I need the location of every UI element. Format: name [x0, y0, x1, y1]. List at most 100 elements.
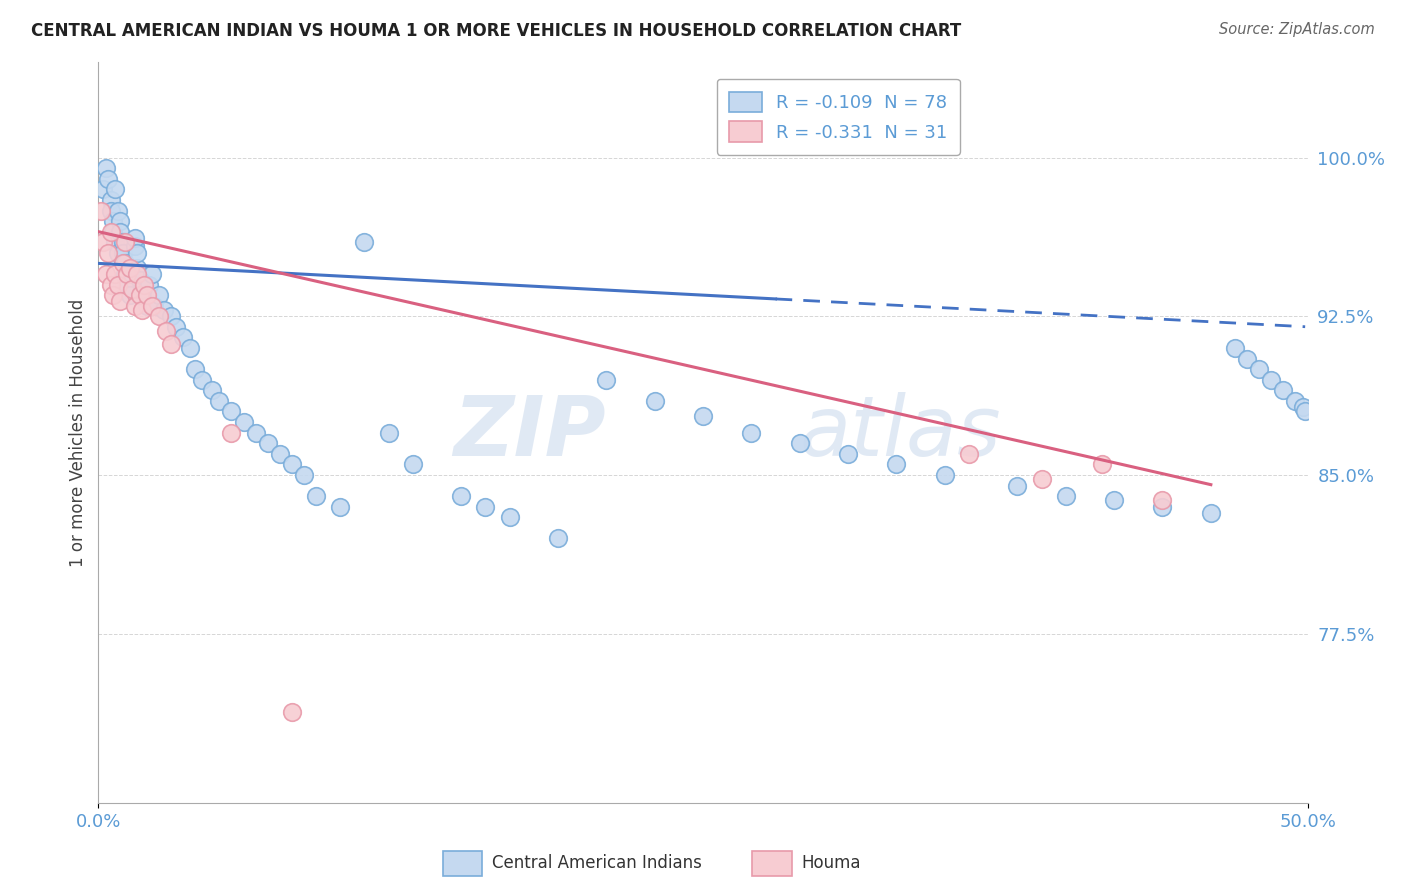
- Point: [101, 214, 124, 228]
- Point: [100, 193, 122, 207]
- Point: [118, 288, 141, 302]
- Point: [107, 277, 129, 292]
- Point: [143, 299, 166, 313]
- Point: [118, 260, 141, 275]
- Point: [329, 500, 352, 514]
- Point: [135, 288, 157, 302]
- Point: [108, 214, 131, 228]
- Point: [201, 384, 224, 398]
- Text: Source: ZipAtlas.com: Source: ZipAtlas.com: [1219, 22, 1375, 37]
- Point: [101, 288, 124, 302]
- Text: Houma: Houma: [801, 855, 860, 872]
- Point: [179, 341, 201, 355]
- Point: [692, 409, 714, 423]
- Point: [160, 310, 183, 324]
- Point: [127, 245, 149, 260]
- Point: [111, 245, 134, 260]
- Point: [100, 277, 122, 292]
- Point: [121, 267, 143, 281]
- Point: [1284, 393, 1306, 408]
- Point: [256, 436, 278, 450]
- Point: [165, 319, 187, 334]
- Point: [148, 310, 170, 324]
- Point: [644, 393, 666, 408]
- Y-axis label: 1 or more Vehicles in Household: 1 or more Vehicles in Household: [69, 299, 87, 566]
- Legend: R = -0.109  N = 78, R = -0.331  N = 31: R = -0.109 N = 78, R = -0.331 N = 31: [717, 78, 960, 155]
- Point: [208, 393, 231, 408]
- Point: [1249, 362, 1271, 376]
- Point: [141, 299, 163, 313]
- Point: [104, 267, 127, 281]
- Point: [124, 299, 146, 313]
- Point: [160, 336, 183, 351]
- Text: ZIP: ZIP: [454, 392, 606, 473]
- Point: [292, 467, 315, 482]
- Point: [450, 489, 472, 503]
- Point: [117, 267, 139, 281]
- Point: [172, 330, 194, 344]
- Point: [1260, 373, 1282, 387]
- Text: Central American Indians: Central American Indians: [492, 855, 702, 872]
- Text: CENTRAL AMERICAN INDIAN VS HOUMA 1 OR MORE VEHICLES IN HOUSEHOLD CORRELATION CHA: CENTRAL AMERICAN INDIAN VS HOUMA 1 OR MO…: [31, 22, 962, 40]
- Point: [1199, 506, 1222, 520]
- Point: [135, 299, 157, 313]
- Point: [221, 404, 243, 418]
- Point: [148, 288, 170, 302]
- Point: [138, 277, 160, 292]
- Point: [1294, 404, 1316, 418]
- Point: [101, 225, 124, 239]
- Point: [131, 302, 153, 317]
- Point: [1007, 478, 1029, 492]
- Point: [957, 447, 980, 461]
- Point: [90, 203, 112, 218]
- Point: [91, 182, 114, 196]
- Point: [134, 288, 156, 302]
- Point: [128, 288, 150, 302]
- Point: [107, 245, 129, 260]
- Point: [114, 267, 136, 281]
- Point: [100, 203, 122, 218]
- Point: [91, 235, 114, 250]
- Point: [131, 282, 153, 296]
- Point: [269, 447, 291, 461]
- Point: [114, 235, 136, 250]
- Point: [152, 302, 174, 317]
- Point: [94, 267, 117, 281]
- Point: [789, 436, 811, 450]
- Point: [353, 235, 375, 250]
- Point: [498, 510, 520, 524]
- Point: [837, 447, 859, 461]
- Point: [108, 225, 131, 239]
- Point: [127, 267, 149, 281]
- Point: [1292, 401, 1315, 415]
- Point: [107, 203, 129, 218]
- Point: [127, 260, 149, 275]
- Point: [1152, 493, 1174, 508]
- Point: [155, 324, 177, 338]
- Point: [100, 225, 122, 239]
- Point: [1091, 458, 1114, 472]
- Point: [117, 277, 139, 292]
- Point: [1152, 500, 1174, 514]
- Point: [232, 415, 254, 429]
- Point: [221, 425, 243, 440]
- Point: [141, 267, 163, 281]
- Point: [1223, 341, 1246, 355]
- Point: [474, 500, 496, 514]
- Point: [740, 425, 762, 440]
- Point: [121, 282, 143, 296]
- Point: [377, 425, 399, 440]
- Point: [128, 273, 150, 287]
- Point: [245, 425, 267, 440]
- Point: [124, 239, 146, 253]
- Point: [111, 256, 134, 270]
- Point: [1054, 489, 1077, 503]
- Point: [886, 458, 908, 472]
- Point: [1102, 493, 1125, 508]
- Point: [94, 161, 117, 176]
- Point: [547, 532, 569, 546]
- Point: [934, 467, 956, 482]
- Point: [281, 458, 304, 472]
- Point: [1236, 351, 1258, 366]
- Point: [402, 458, 425, 472]
